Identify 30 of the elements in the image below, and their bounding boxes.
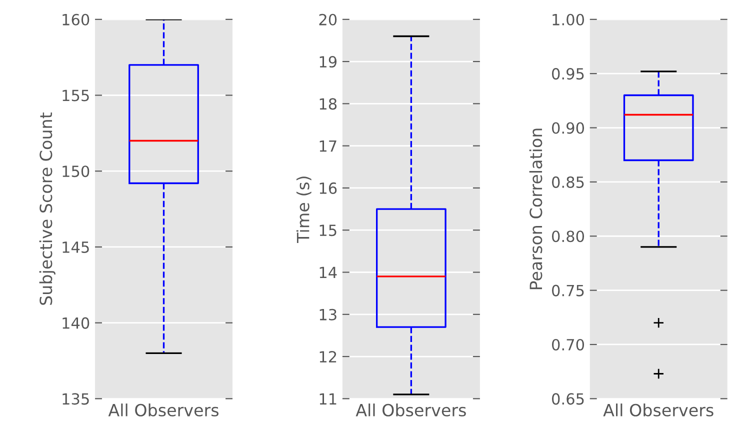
y-tick-label: 155 (62, 90, 89, 102)
y-tick-label: 1.00 (552, 14, 584, 26)
y-tick-label: 160 (62, 14, 90, 26)
y-tick-label: 0.90 (552, 122, 584, 134)
x-tick-label: All Observers (356, 404, 466, 416)
y-tick-label: 19 (320, 56, 337, 68)
y-tick-label: 13 (320, 308, 336, 320)
y-tick-label: 0.95 (552, 68, 584, 80)
y-tick-label: 0.80 (552, 230, 584, 242)
y-tick-label: 20 (319, 14, 337, 26)
y-tick-label: 0.70 (552, 338, 584, 351)
y-tick-label: 0.75 (552, 284, 584, 296)
y-tick-label: 12 (320, 351, 336, 362)
y-axis-title: Time (s) (296, 176, 312, 243)
y-tick-label: 17 (320, 140, 336, 152)
y-tick-label: 0.65 (552, 393, 584, 405)
y-tick-label: 150 (62, 166, 90, 178)
x-tick-label: All Observers (108, 404, 218, 416)
y-tick-label: 18 (320, 98, 337, 110)
y-tick-label: 140 (62, 317, 90, 329)
y-tick-label: 145 (62, 242, 89, 253)
y-axis-title: Subjective Score Count (39, 112, 56, 305)
y-tick-label: 0.85 (552, 176, 584, 188)
y-axis-title: Pearson Correlation (529, 128, 542, 290)
y-tick-label: 135 (62, 393, 89, 405)
y-tick-label: 11 (320, 393, 336, 404)
x-tick-label: All Observers (603, 404, 714, 416)
y-tick-label: 16 (320, 182, 337, 194)
y-tick-label: 14 (320, 266, 337, 278)
y-tick-label: 15 (320, 224, 336, 236)
